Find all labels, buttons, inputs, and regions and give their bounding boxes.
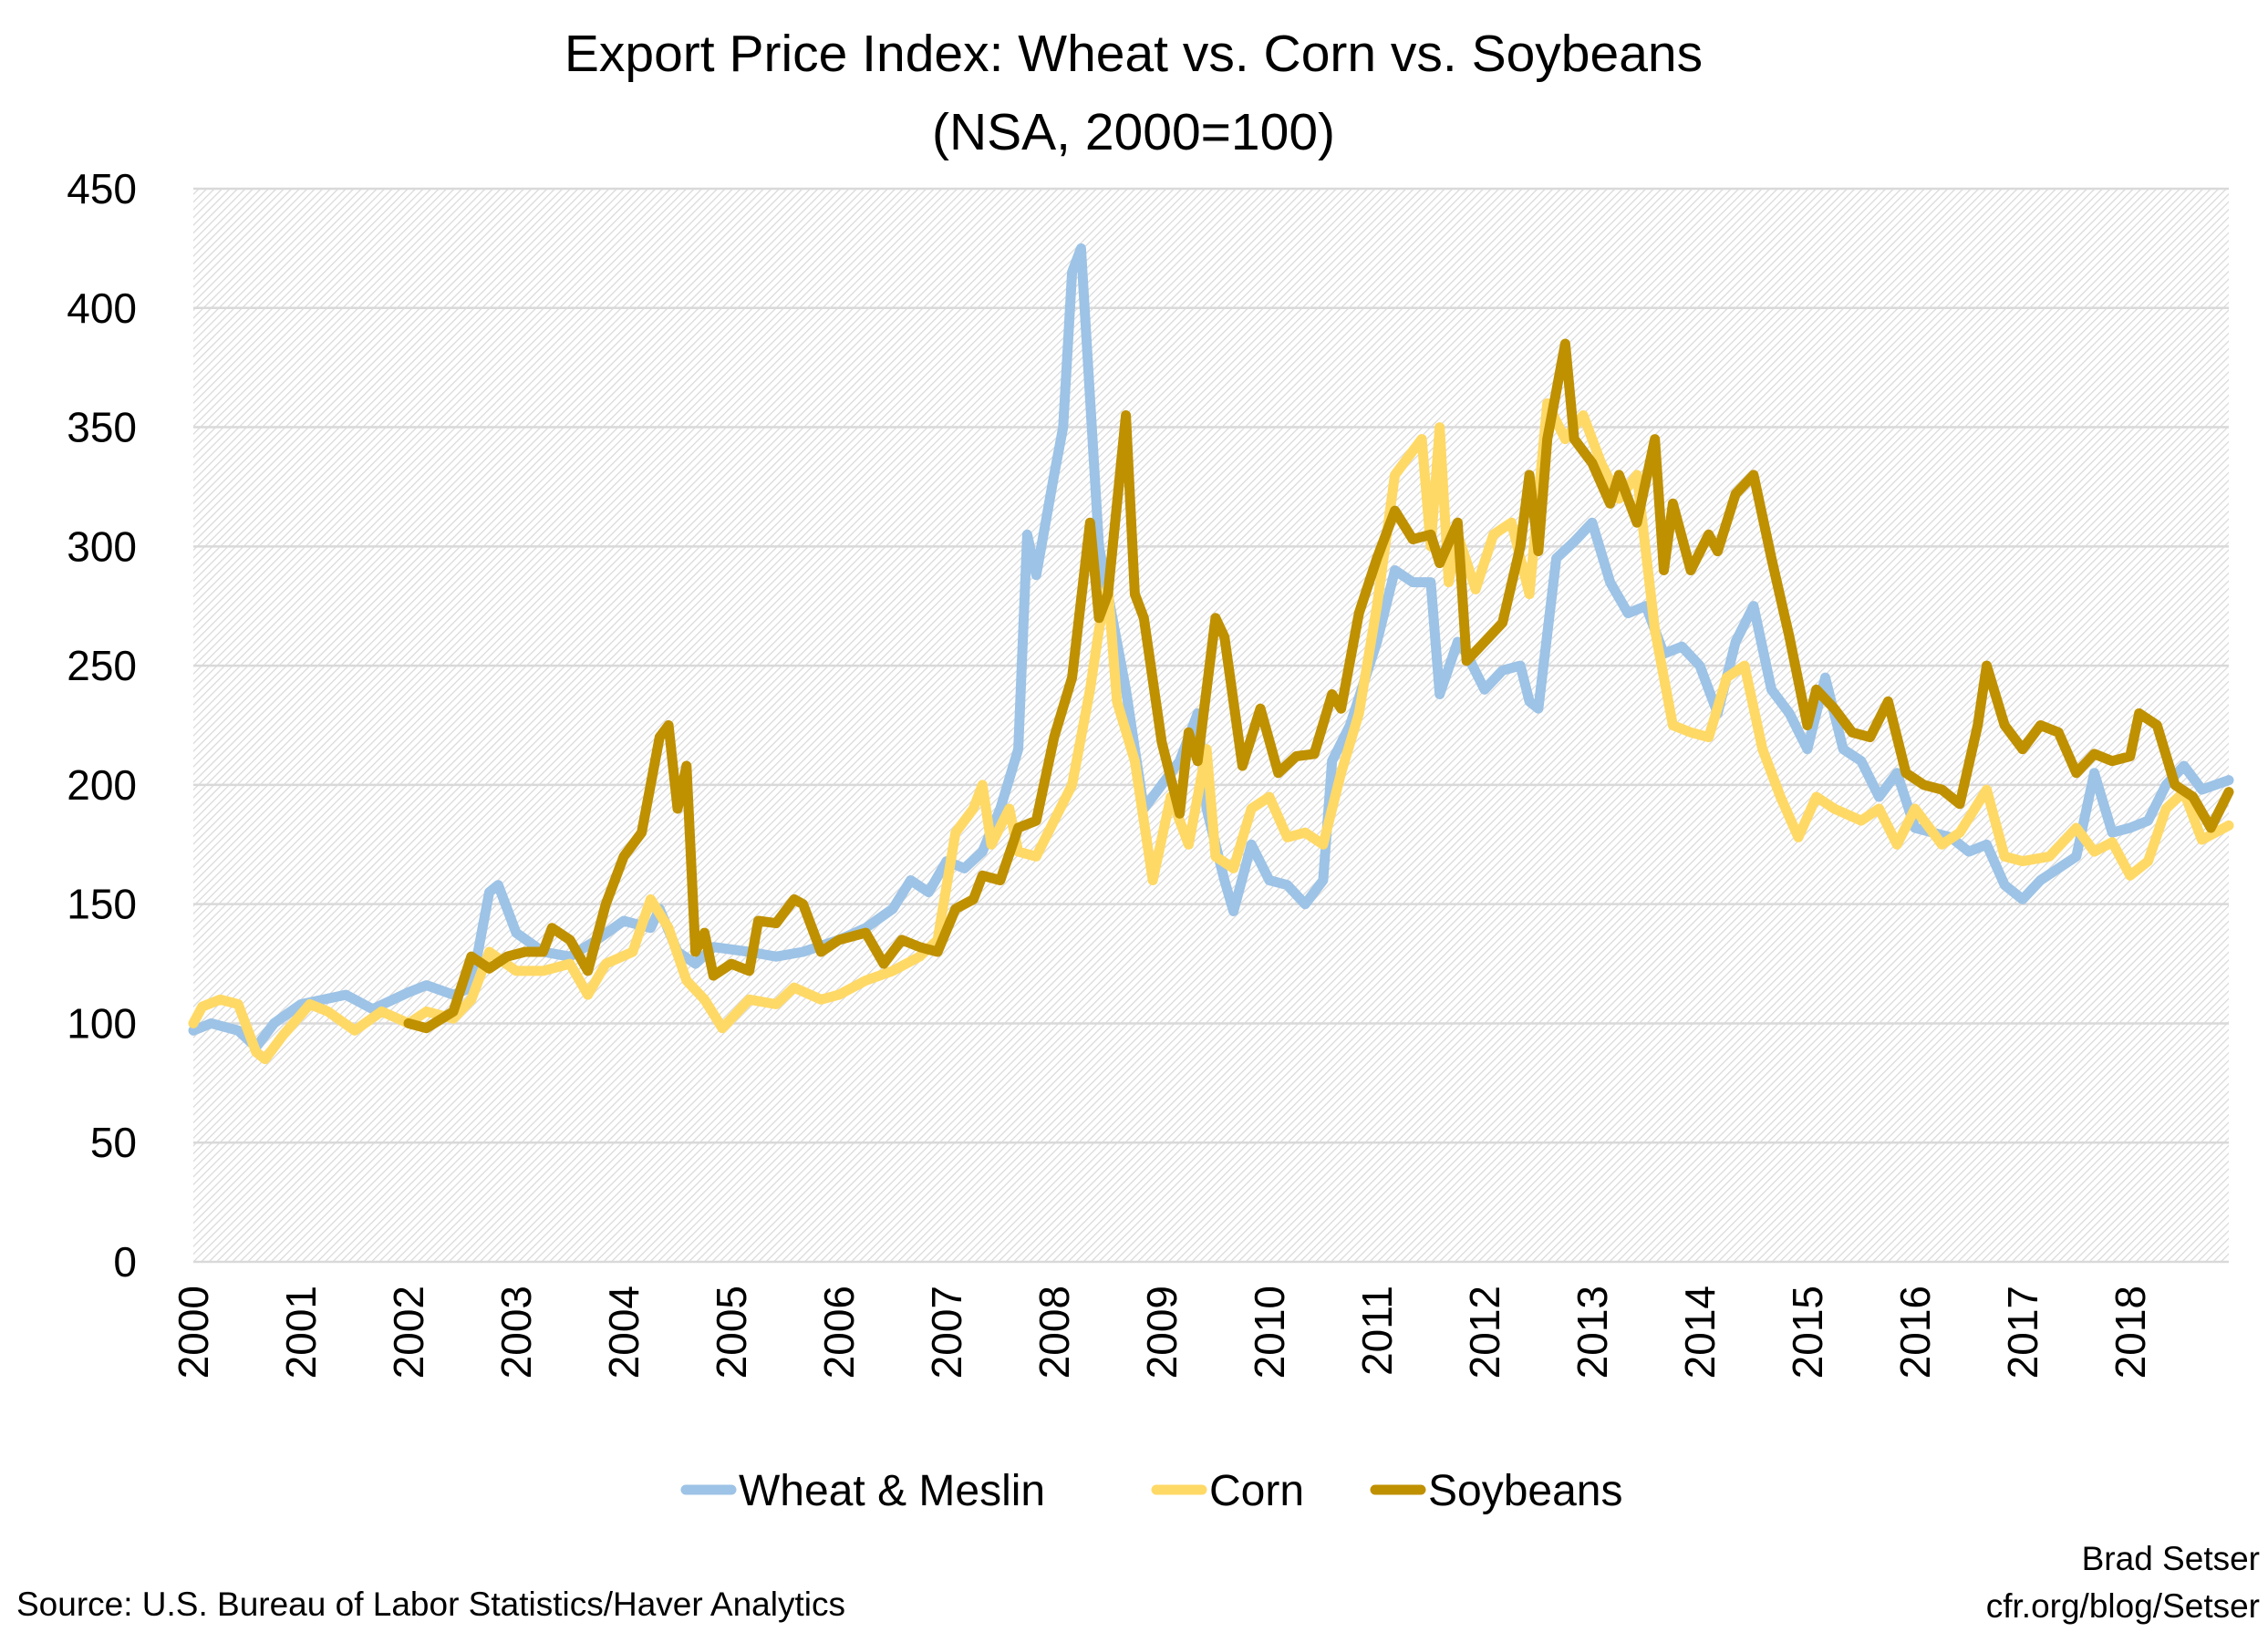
- x-tick-label: 2008: [1030, 1286, 1078, 1379]
- y-tick-label: 100: [67, 999, 137, 1047]
- y-tick-label: 350: [67, 404, 137, 451]
- credit-url: cfr.org/blog/Setser: [1986, 1587, 2260, 1625]
- legend-item: Wheat & Meslin: [680, 1467, 1045, 1515]
- source-note: Source: U.S. Bureau of Labor Statistics/…: [16, 1586, 845, 1623]
- legend-label: Wheat & Meslin: [739, 1467, 1045, 1515]
- chart-title: Export Price Index: Wheat vs. Corn vs. S…: [564, 25, 1703, 83]
- x-tick-label: 2015: [1784, 1286, 1831, 1379]
- credit-author: Brad Setser: [2082, 1540, 2260, 1577]
- y-tick-label: 50: [90, 1119, 137, 1166]
- x-tick-label: 2009: [1138, 1286, 1186, 1379]
- y-tick-label: 250: [67, 642, 137, 689]
- y-tick-label: 150: [67, 881, 137, 928]
- series-line-soybeans: [403, 338, 2234, 1034]
- x-tick-label: 2001: [277, 1286, 325, 1379]
- x-tick-label: 2010: [1246, 1286, 1293, 1379]
- legend-item: Corn: [1151, 1467, 1304, 1515]
- y-tick-label: 300: [67, 522, 137, 570]
- legend-label: Soybeans: [1428, 1467, 1623, 1515]
- legend-item: Soybeans: [1370, 1467, 1623, 1515]
- x-tick-label: 2013: [1569, 1286, 1616, 1379]
- x-tick-label: 2004: [600, 1286, 647, 1379]
- x-tick-label: 2000: [170, 1286, 217, 1379]
- y-tick-label: 200: [67, 761, 137, 809]
- x-tick-label: 2018: [2107, 1286, 2154, 1379]
- x-tick-label: 2017: [1999, 1286, 2046, 1379]
- x-tick-label: 2005: [708, 1286, 755, 1379]
- x-tick-label: 2011: [1353, 1286, 1401, 1376]
- y-tick-label: 0: [113, 1238, 137, 1286]
- y-tick-label: 450: [67, 165, 137, 212]
- x-tick-label: 2002: [385, 1286, 432, 1379]
- x-tick-label: 2003: [492, 1286, 540, 1379]
- x-tick-label: 2016: [1891, 1286, 1939, 1379]
- plot-area: [193, 189, 2229, 1262]
- chart-subtitle: (NSA, 2000=100): [932, 103, 1335, 161]
- legend-label: Corn: [1209, 1467, 1304, 1515]
- y-tick-label: 400: [67, 284, 137, 332]
- x-tick-label: 2014: [1676, 1286, 1724, 1379]
- series-line-wheat-meslin: [188, 243, 2234, 1053]
- series-line-corn: [188, 398, 2234, 1065]
- x-tick-label: 2006: [815, 1286, 863, 1379]
- x-tick-label: 2012: [1461, 1286, 1508, 1379]
- x-tick-label: 2007: [923, 1286, 970, 1379]
